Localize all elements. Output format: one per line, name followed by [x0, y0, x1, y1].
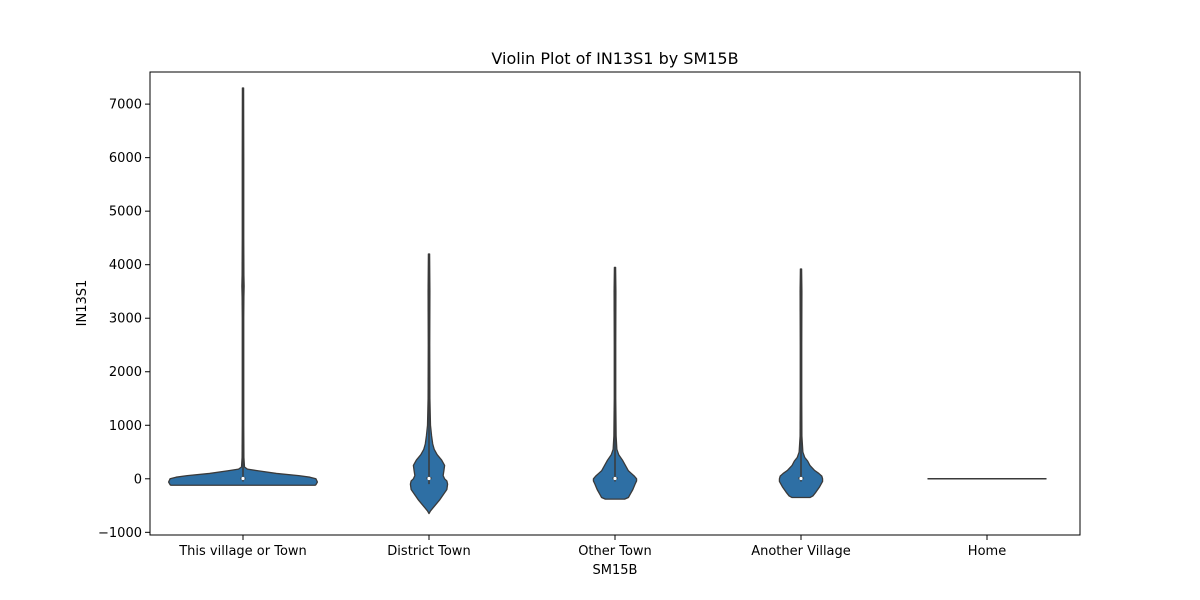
plot-area [167, 87, 1047, 515]
y-tick-label: 3000 [109, 312, 142, 327]
y-tick-label: 7000 [109, 98, 142, 113]
y-tick-label: 4000 [109, 258, 142, 273]
violin-median [613, 476, 617, 481]
x-tick-label: District Town [387, 544, 470, 559]
x-tick-label: Other Town [578, 544, 652, 559]
x-tick-label: Another Village [751, 544, 851, 559]
y-tick-label: 5000 [109, 205, 142, 220]
violin-median [799, 476, 803, 481]
y-tick-label: 6000 [109, 151, 142, 166]
y-axis: −1000 0 1000 2000 3000 4000 5000 6000 7000 [98, 98, 150, 541]
y-tick-label: −1000 [98, 526, 142, 541]
violin-3 [778, 268, 824, 499]
x-axis-label: SM15B [593, 563, 638, 578]
y-axis-label: IN13S1 [75, 280, 90, 327]
x-tick-label: Home [968, 544, 1006, 559]
x-tick-label: This village or Town [178, 544, 307, 559]
y-tick-label: 0 [134, 472, 142, 487]
violin-1 [409, 253, 449, 515]
x-axis: This village or Town District Town Other T… [178, 535, 1006, 559]
violin-0 [167, 87, 319, 486]
y-tick-label: 1000 [109, 419, 142, 434]
violin-median [241, 476, 245, 481]
violin-median [427, 476, 431, 481]
chart-title: Violin Plot of IN13S1 by SM15B [491, 49, 738, 68]
y-tick-label: 2000 [109, 365, 142, 380]
violin-2 [592, 266, 638, 500]
